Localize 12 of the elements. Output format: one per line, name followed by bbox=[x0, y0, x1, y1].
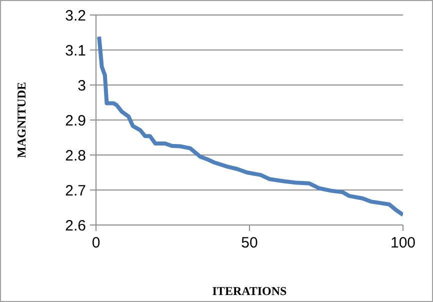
y-tick-label: 2.7 bbox=[65, 182, 86, 200]
y-tick-label: 3.1 bbox=[65, 42, 86, 60]
x-axis-title: ITERATIONS bbox=[212, 284, 288, 298]
x-tick-label: 0 bbox=[92, 234, 100, 252]
y-axis-title: MAGNITUDE bbox=[14, 82, 28, 158]
y-tick-label: 2.6 bbox=[65, 217, 86, 234]
y-tick-label: 2.9 bbox=[65, 112, 86, 130]
x-tick-label: 50 bbox=[241, 234, 258, 252]
y-tick-label: 3.2 bbox=[65, 7, 86, 24]
y-tick-label: 2.8 bbox=[65, 147, 86, 164]
y-tick-label: 3 bbox=[78, 77, 86, 94]
x-tick-label: 100 bbox=[390, 234, 416, 252]
